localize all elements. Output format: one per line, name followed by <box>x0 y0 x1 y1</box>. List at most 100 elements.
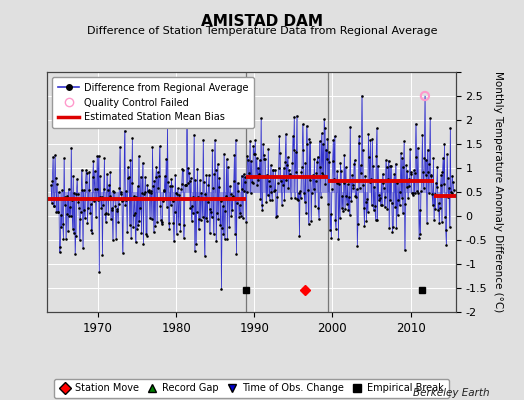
Point <box>102 210 111 216</box>
Point <box>300 190 308 196</box>
Point <box>444 194 453 200</box>
Point <box>280 196 289 203</box>
Point <box>340 152 348 158</box>
Point <box>267 162 275 168</box>
Point <box>401 200 410 207</box>
Point <box>211 167 220 174</box>
Point <box>100 186 108 192</box>
Point <box>217 286 226 293</box>
Point <box>272 213 281 219</box>
Point <box>313 154 322 160</box>
Point <box>61 202 69 209</box>
Point <box>265 178 273 184</box>
Point <box>356 185 364 192</box>
Point <box>142 230 150 237</box>
Point <box>104 211 113 217</box>
Point <box>114 218 122 225</box>
Point <box>183 89 191 95</box>
Point <box>259 152 268 158</box>
Point <box>337 204 346 211</box>
Point <box>185 170 193 176</box>
Point <box>134 222 143 228</box>
Point <box>296 188 304 194</box>
Point <box>154 169 162 176</box>
Point <box>163 120 172 127</box>
Point <box>180 234 188 241</box>
Point <box>129 224 137 230</box>
Point <box>60 155 68 162</box>
Text: Difference of Station Temperature Data from Regional Average: Difference of Station Temperature Data f… <box>87 26 437 36</box>
Point <box>281 159 289 165</box>
Point <box>350 161 358 168</box>
Point <box>155 173 163 180</box>
Point <box>189 210 197 216</box>
Point <box>272 214 280 220</box>
Point <box>413 145 422 151</box>
Point <box>269 167 277 173</box>
Point <box>178 180 186 187</box>
Point <box>305 177 314 183</box>
Point <box>116 191 125 198</box>
Point <box>294 190 303 196</box>
Point <box>227 213 235 219</box>
Point <box>253 154 261 161</box>
Point <box>233 200 241 207</box>
Point <box>187 218 195 224</box>
Point <box>292 112 301 119</box>
Point <box>313 159 321 166</box>
Point <box>348 181 357 188</box>
Point <box>131 210 139 216</box>
Point <box>332 180 341 186</box>
Point <box>79 245 87 252</box>
Point <box>339 208 347 214</box>
Point <box>373 217 381 224</box>
Point <box>123 228 132 235</box>
Point <box>289 133 297 140</box>
Point <box>367 176 375 182</box>
Point <box>59 235 68 242</box>
Text: AMISTAD DAM: AMISTAD DAM <box>201 14 323 29</box>
Point <box>160 188 168 195</box>
Point <box>260 156 268 162</box>
Point <box>111 196 119 202</box>
Point <box>372 152 380 159</box>
Point <box>416 206 424 213</box>
Point <box>215 184 223 190</box>
Point <box>435 220 443 226</box>
Point <box>312 170 321 176</box>
Point <box>282 176 291 183</box>
Point <box>213 210 221 216</box>
Point <box>97 194 106 200</box>
Point <box>388 200 396 206</box>
Point <box>108 237 117 243</box>
Point <box>408 192 417 198</box>
Point <box>298 164 306 170</box>
Point <box>194 226 203 232</box>
Point <box>143 182 151 188</box>
Point <box>250 150 258 157</box>
Point <box>65 213 73 219</box>
Point <box>412 154 421 160</box>
Point <box>331 217 340 223</box>
Point <box>205 230 214 236</box>
Point <box>248 179 256 186</box>
Point <box>210 170 219 177</box>
Point <box>56 249 64 256</box>
Point <box>435 205 444 212</box>
Point <box>148 216 156 222</box>
Point <box>110 188 118 194</box>
Point <box>171 172 179 178</box>
Point <box>64 186 73 192</box>
Point <box>118 250 127 256</box>
Point <box>90 198 98 204</box>
Point <box>443 151 451 157</box>
Point <box>81 215 89 221</box>
Point <box>310 156 319 162</box>
Point <box>337 168 345 174</box>
Point <box>278 174 287 180</box>
Point <box>430 216 438 223</box>
Point <box>232 137 240 143</box>
Point <box>150 229 158 236</box>
Point <box>402 184 411 190</box>
Point <box>318 130 326 137</box>
